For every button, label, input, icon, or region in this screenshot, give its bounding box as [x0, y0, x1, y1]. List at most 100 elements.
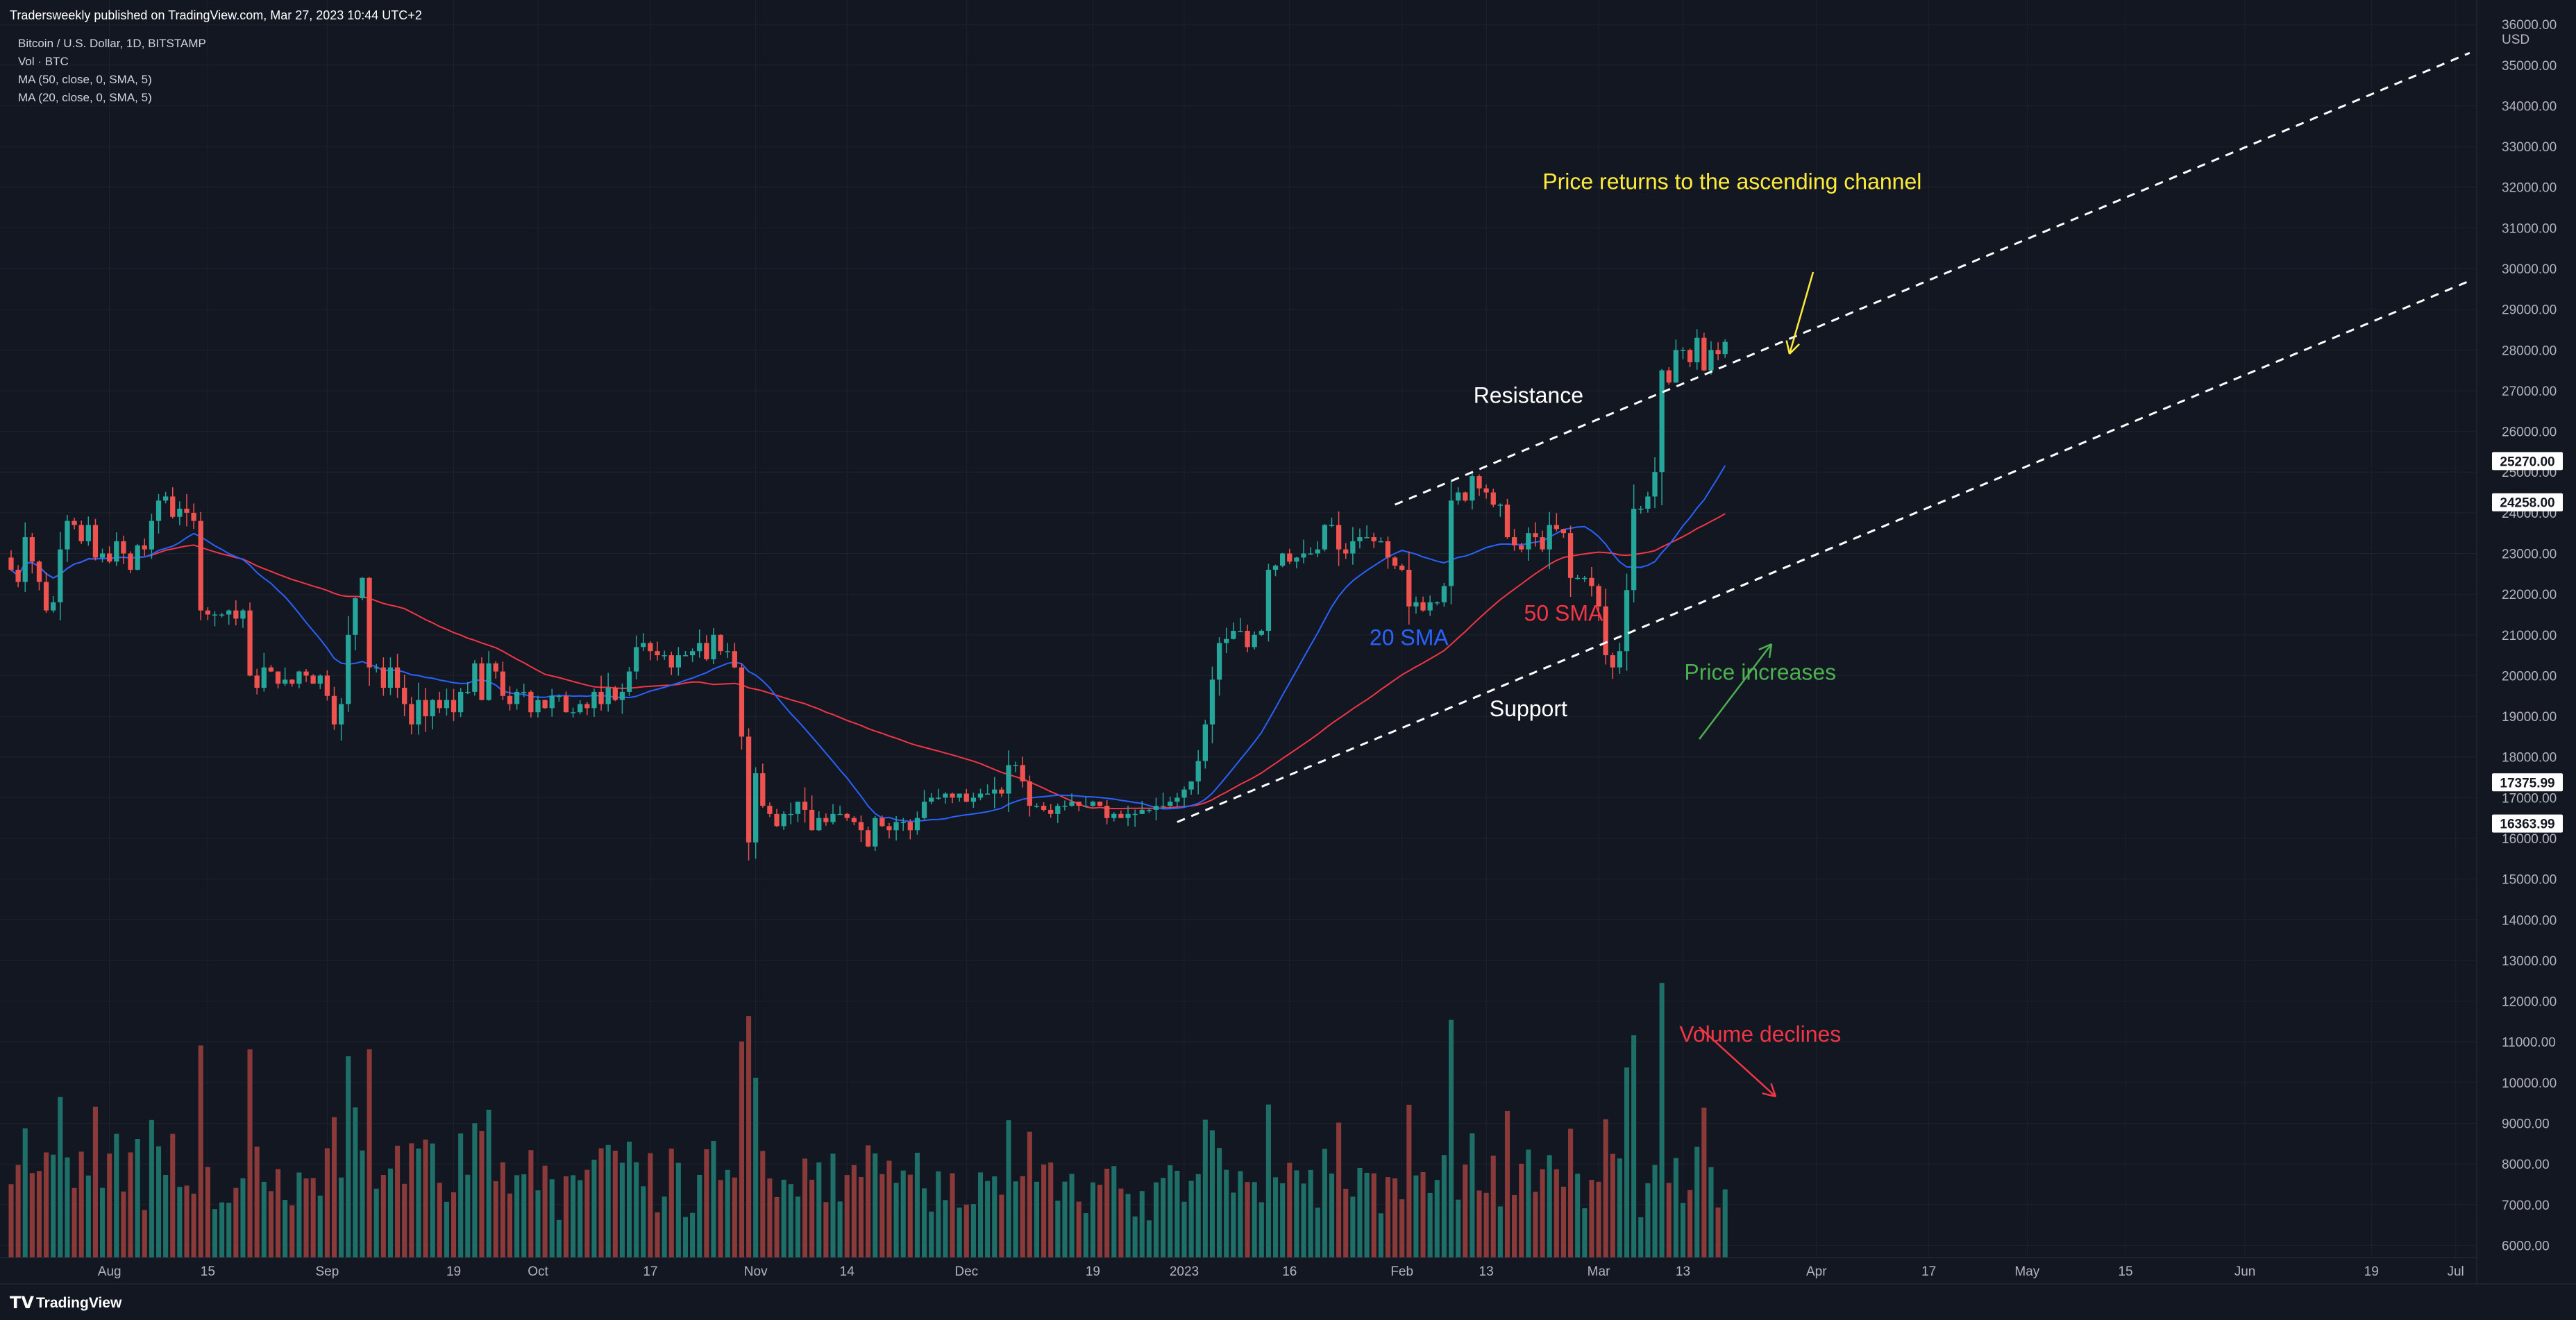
- candle: [1294, 557, 1299, 568]
- volume-bar: [205, 1167, 210, 1258]
- price-tag: 24258.00: [2492, 493, 2563, 511]
- volume-bar: [626, 1142, 632, 1258]
- candle-body: [556, 695, 562, 697]
- volume-legend[interactable]: Vol · BTC: [18, 55, 69, 68]
- ma20-legend[interactable]: MA (20, close, 0, SMA, 5): [18, 91, 152, 104]
- candles[interactable]: [8, 329, 1728, 861]
- y-tick-label: 11000.00: [2502, 1035, 2556, 1050]
- volume-bar: [1687, 1190, 1693, 1258]
- candle: [1245, 625, 1250, 652]
- time-axis[interactable]: Aug 15 Sep 19 Oct 17 Nov 14 Dec 19 2023 16 Feb 13 Mar 1…: [98, 1264, 2464, 1279]
- ma50-legend[interactable]: MA (50, close, 0, SMA, 5): [18, 73, 152, 86]
- candle-body: [1413, 602, 1419, 607]
- candle-body: [851, 818, 857, 822]
- volume-bar: [1519, 1163, 1524, 1258]
- volume-bar: [458, 1133, 464, 1258]
- candle-body: [984, 793, 991, 795]
- candle-body: [1673, 350, 1679, 383]
- arrow-volume-declines: [1699, 1026, 1777, 1098]
- candle-body: [858, 822, 864, 831]
- volume-bar: [1441, 1155, 1447, 1258]
- candle-body: [451, 700, 457, 713]
- candle: [283, 667, 288, 686]
- candle: [1392, 556, 1398, 570]
- volume-bar: [1533, 1192, 1538, 1258]
- candle-body: [1624, 590, 1630, 652]
- volume-bar: [191, 1193, 196, 1258]
- volume-bar: [1694, 1146, 1700, 1258]
- y-tick-label: 14000.00: [2502, 913, 2557, 928]
- candle-body: [121, 541, 126, 554]
- volume-bar: [1118, 1188, 1124, 1258]
- volume-bar: [957, 1208, 962, 1258]
- candle-body: [1610, 655, 1615, 668]
- candle-body: [416, 700, 421, 725]
- candle-body: [380, 667, 386, 688]
- x-tick-label: 19: [2364, 1264, 2379, 1279]
- volume-bar: [1526, 1149, 1531, 1258]
- volume-bar: [648, 1153, 653, 1258]
- candle: [1322, 523, 1328, 552]
- candle: [1638, 505, 1644, 514]
- tradingview-logo[interactable]: 𝗧𝗩 TradingView: [10, 1294, 122, 1312]
- x-tick-label: 19: [446, 1264, 461, 1279]
- candle-body: [682, 655, 689, 657]
- volume-bar: [367, 1049, 372, 1258]
- y-tick-label: 6000.00: [2502, 1239, 2550, 1253]
- candle-body: [149, 521, 155, 550]
- candle: [704, 635, 709, 661]
- candle-body: [1701, 337, 1707, 371]
- volume-bar: [500, 1162, 505, 1258]
- volume-bar: [1006, 1120, 1011, 1258]
- candle: [226, 609, 232, 625]
- candle: [1146, 808, 1152, 813]
- candle: [184, 493, 190, 527]
- candle: [549, 688, 555, 717]
- candle: [1434, 601, 1440, 606]
- candle-body: [353, 598, 358, 635]
- candle-body: [1209, 679, 1215, 725]
- volume-bar: [1301, 1183, 1306, 1258]
- candle: [1055, 803, 1061, 823]
- volume-bar: [1497, 1206, 1503, 1258]
- candle: [1420, 596, 1426, 612]
- candle: [774, 809, 780, 827]
- grid: [0, 0, 2477, 1258]
- volume-bar: [1582, 1208, 1588, 1258]
- candle-body: [844, 813, 850, 818]
- candle-body: [261, 667, 267, 688]
- volume-bar: [233, 1187, 239, 1258]
- candle: [36, 560, 42, 591]
- symbol-legend[interactable]: Bitcoin / U.S. Dollar, 1D, BITSTAMP: [18, 37, 206, 50]
- candle: [247, 602, 253, 677]
- candle: [732, 643, 737, 668]
- volume-bar: [1448, 1019, 1454, 1258]
- candle-body: [1448, 500, 1454, 586]
- candle: [1582, 575, 1588, 582]
- volume-bar: [970, 1204, 976, 1258]
- volume-bar: [1420, 1171, 1426, 1258]
- volume-bar: [92, 1106, 98, 1258]
- volume-bar: [619, 1162, 625, 1258]
- arrow-shaft: [1699, 1026, 1776, 1097]
- candle-body: [1322, 525, 1328, 550]
- candle: [1413, 596, 1419, 614]
- candle: [1097, 801, 1103, 806]
- annotation-label: Support: [1490, 696, 1567, 721]
- candle-body: [1434, 602, 1440, 604]
- candle: [1006, 750, 1011, 813]
- candle-body: [900, 822, 906, 824]
- candle: [346, 616, 351, 712]
- volume-bar: [697, 1174, 702, 1258]
- trendlines[interactable]: [1177, 51, 2470, 823]
- volume-bar: [563, 1176, 569, 1258]
- candle: [121, 535, 126, 564]
- volume-bar: [276, 1169, 281, 1258]
- price-axis[interactable]: 6000.00 7000.00 8000.00 9000.00 10000.00 1100…: [2502, 18, 2557, 1253]
- candle: [1659, 369, 1665, 506]
- candle-body: [1603, 606, 1608, 656]
- y-tick-label: 29000.00: [2502, 303, 2557, 318]
- volume-bar: [809, 1179, 815, 1258]
- volume-bar: [1048, 1162, 1054, 1258]
